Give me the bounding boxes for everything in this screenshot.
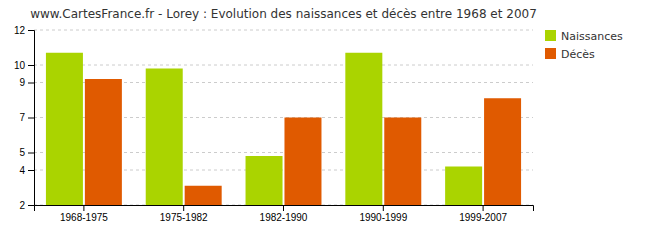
bar [484, 98, 521, 205]
x-tick-mark [483, 205, 484, 211]
x-axis-line [35, 206, 534, 212]
x-tick-label: 1982-1990 [260, 212, 308, 223]
y-tick-label: 5 [19, 147, 25, 158]
x-tick-mark [183, 205, 184, 211]
bar-series [85, 79, 521, 205]
x-tick-mark [83, 205, 84, 211]
y-tick-mark [28, 65, 34, 66]
y-axis-line [28, 31, 35, 206]
legend: Naissances Décès [545, 30, 623, 61]
bar-series [46, 53, 482, 205]
bar [146, 69, 183, 206]
x-tick: 1975-1982 [160, 205, 208, 223]
bar [246, 156, 283, 205]
x-tick-mark [283, 205, 284, 211]
bars [46, 53, 521, 205]
y-tick: 10 [14, 60, 34, 71]
x-tick: 1982-1990 [260, 205, 308, 223]
y-tick-mark [28, 170, 34, 171]
x-tick-label: 1990-1999 [359, 212, 407, 223]
y-tick-mark [28, 118, 34, 119]
grid-line [34, 65, 533, 66]
y-tick-mark [28, 153, 34, 154]
y-tick-mark [28, 205, 34, 206]
bar [46, 53, 83, 205]
x-tick: 1990-1999 [359, 205, 407, 223]
y-axis: 2 4 5 7 9 10 12 [14, 25, 35, 211]
y-tick: 2 [19, 200, 34, 211]
bar [185, 186, 222, 205]
y-tick: 7 [19, 112, 34, 123]
plot: 2 4 5 7 9 10 12 1968-1975 1975-1982 1982-1990 1990… [14, 25, 534, 229]
legend-swatch [545, 48, 556, 59]
legend-item: Naissances [545, 30, 623, 43]
x-tick: 1968-1975 [60, 205, 108, 223]
x-tick-label: 1975-1982 [160, 212, 208, 223]
legend-label: Décès [561, 48, 595, 61]
y-tick: 4 [19, 165, 34, 176]
y-tick: 5 [19, 147, 34, 158]
x-tick: 1999-2007 [459, 205, 507, 223]
y-tick-label: 10 [14, 60, 26, 71]
x-tick-label: 1999-2007 [459, 212, 507, 223]
y-tick-label: 2 [19, 200, 25, 211]
chart: www.CartesFrance.fr - Lorey : Evolution … [0, 0, 650, 229]
title: www.CartesFrance.fr - Lorey : Evolution … [30, 7, 537, 21]
y-tick: 9 [19, 77, 34, 88]
y-tick: 12 [14, 25, 34, 36]
y-tick-mark [28, 83, 34, 84]
legend-swatch [545, 30, 556, 41]
y-tick-label: 9 [19, 77, 25, 88]
bar [384, 118, 421, 206]
x-tick-mark [383, 205, 384, 211]
grid-line [34, 30, 533, 31]
y-tick-label: 4 [19, 165, 25, 176]
y-tick-label: 12 [14, 25, 26, 36]
y-tick-mark [28, 30, 34, 31]
x-tick-label: 1968-1975 [60, 212, 108, 223]
bar [284, 118, 321, 206]
bar [345, 53, 382, 205]
x-axis: 1968-1975 1975-1982 1982-1990 1990-1999 1999… [35, 205, 534, 223]
bar [445, 167, 482, 206]
legend-label: Naissances [561, 30, 623, 43]
bar [85, 79, 122, 205]
y-tick-label: 7 [19, 112, 25, 123]
legend-item: Décès [545, 48, 595, 61]
